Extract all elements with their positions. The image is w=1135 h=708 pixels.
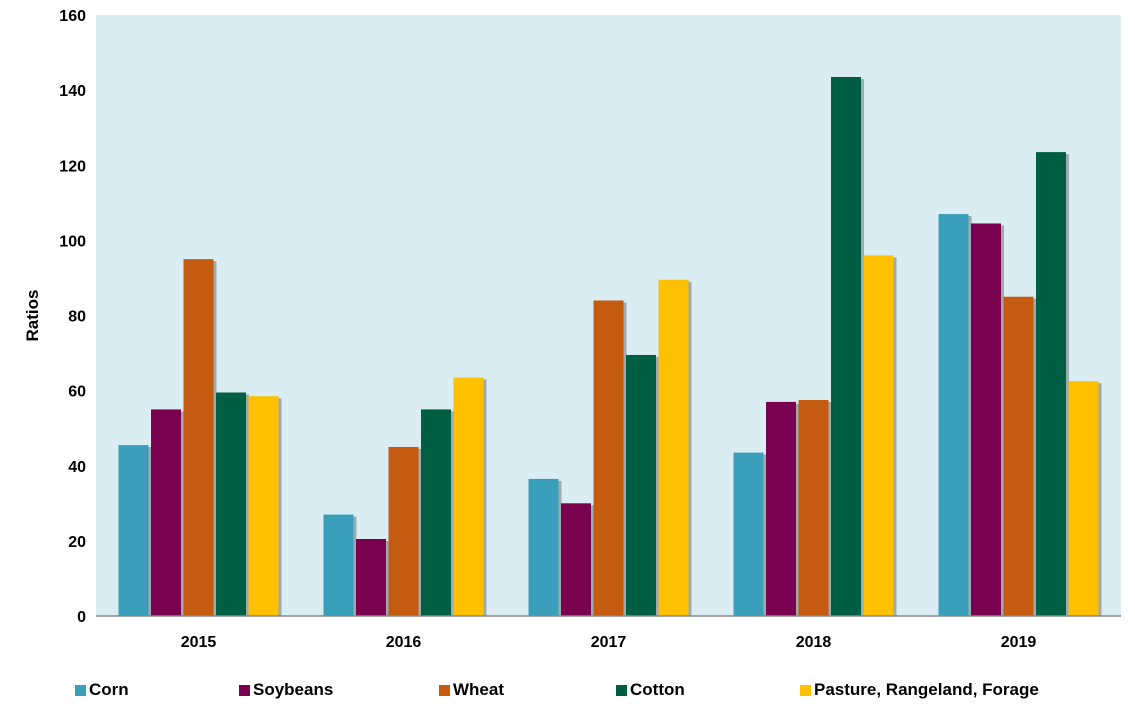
- y-tick-label: 0: [77, 609, 86, 626]
- bar: [658, 279, 689, 616]
- bar: [733, 452, 764, 616]
- bar: [863, 255, 894, 616]
- x-axis-ticks: 2015 2016 2017 2018 2019: [181, 634, 1037, 651]
- bar: [626, 354, 656, 616]
- y-tick-label: 80: [68, 309, 86, 326]
- bar: [248, 396, 279, 616]
- bar: [453, 377, 484, 616]
- legend-swatch: [439, 684, 450, 696]
- x-tick-label: 2015: [181, 634, 217, 651]
- bar: [183, 259, 214, 616]
- legend-item: Wheat: [439, 680, 504, 700]
- legend-swatch: [616, 684, 627, 696]
- bar: [356, 538, 386, 616]
- bar: [528, 478, 559, 616]
- legend-label: Corn: [89, 680, 129, 699]
- bar: [593, 300, 624, 616]
- bar: [798, 400, 829, 616]
- bar: [1068, 381, 1099, 616]
- bar: [938, 214, 969, 617]
- bar: [388, 446, 419, 616]
- legend-label: Soybeans: [253, 680, 334, 699]
- legend-swatch: [75, 684, 86, 696]
- y-tick-label: 140: [59, 83, 86, 100]
- legend-label: Wheat: [453, 680, 504, 699]
- bar: [323, 514, 354, 616]
- y-axis-title: Ratios: [23, 290, 42, 342]
- bar: [831, 76, 861, 616]
- y-tick-label: 100: [59, 233, 86, 250]
- y-tick-label: 40: [68, 459, 86, 476]
- bar: [561, 503, 591, 616]
- y-tick-label: 20: [68, 534, 86, 551]
- x-tick-label: 2017: [591, 634, 627, 651]
- legend-label: Pasture, Rangeland, Forage: [814, 680, 1039, 699]
- x-tick-label: 2018: [796, 634, 832, 651]
- bar: [766, 401, 796, 616]
- y-tick-label: 120: [59, 158, 86, 175]
- y-tick-label: 60: [68, 384, 86, 401]
- legend-swatch: [239, 684, 250, 696]
- bar: [151, 409, 181, 616]
- bar: [118, 445, 149, 616]
- x-tick-label: 2019: [1001, 634, 1037, 651]
- bar: [971, 223, 1001, 617]
- legend-label: Cotton: [630, 680, 685, 699]
- legend-item: Soybeans: [239, 680, 333, 700]
- y-axis-ticks: 0 20 40 60 80 100 120 140 160: [59, 8, 86, 626]
- legend: Corn Soybeans Wheat Cotton Pasture, Rangelan…: [0, 680, 1135, 704]
- x-tick-label: 2016: [386, 634, 422, 651]
- bars: [118, 76, 1102, 617]
- bar: [1036, 152, 1066, 616]
- y-tick-label: 160: [59, 8, 86, 25]
- legend-item: Pasture, Rangeland, Forage: [800, 680, 1039, 700]
- bar: [1003, 296, 1034, 616]
- legend-item: Corn: [75, 680, 129, 700]
- legend-item: Cotton: [616, 680, 685, 700]
- bar: [421, 409, 451, 616]
- legend-swatch: [800, 684, 811, 696]
- bar: [216, 392, 246, 616]
